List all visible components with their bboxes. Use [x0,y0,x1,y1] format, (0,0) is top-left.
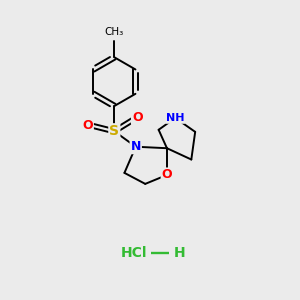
Text: HCl: HCl [120,245,147,260]
Text: O: O [162,169,172,182]
Text: CH₃: CH₃ [105,27,124,37]
Text: NH: NH [166,113,184,123]
Text: O: O [132,111,142,124]
Text: S: S [109,124,119,138]
Text: H: H [174,245,185,260]
Text: N: N [130,140,141,153]
Text: O: O [82,119,93,132]
